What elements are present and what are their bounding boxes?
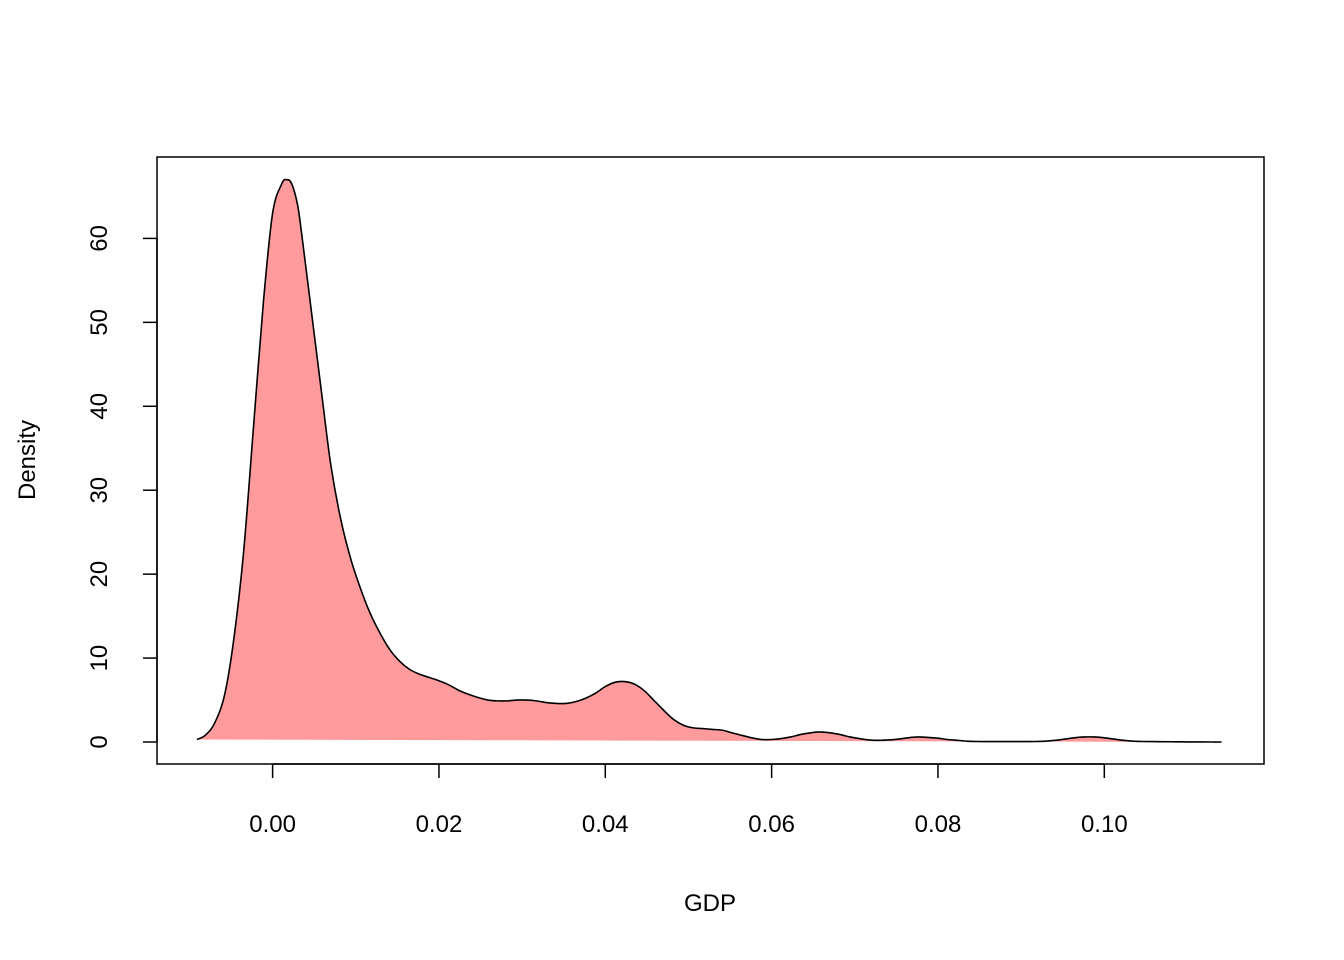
y-tick-label: 10: [86, 645, 113, 672]
x-tick-label: 0.10: [1081, 811, 1128, 838]
x-tick-label: 0.08: [915, 811, 962, 838]
x-tick-label: 0.04: [582, 811, 629, 838]
x-tick-label: 0.06: [748, 811, 795, 838]
x-axis: 0.00 0.02 0.04 0.06 0.08 0.10: [249, 763, 1128, 838]
y-tick-label: 60: [86, 225, 113, 252]
x-tick-label: 0.00: [249, 811, 296, 838]
density-area: [196, 179, 1222, 743]
density-plot: [196, 178, 1222, 743]
x-tick-label: 0.02: [416, 811, 463, 838]
y-tick-label: 40: [86, 393, 113, 420]
density-line: [196, 178, 1222, 743]
y-axis-label: Density: [14, 420, 41, 500]
y-tick-label: 20: [86, 561, 113, 588]
y-tick-label: 30: [86, 477, 113, 504]
y-axis: 0 10 20 30 40 50 60: [86, 225, 158, 749]
x-axis-label: GDP: [684, 890, 736, 917]
y-tick-label: 0: [86, 735, 113, 748]
y-tick-label: 50: [86, 309, 113, 336]
